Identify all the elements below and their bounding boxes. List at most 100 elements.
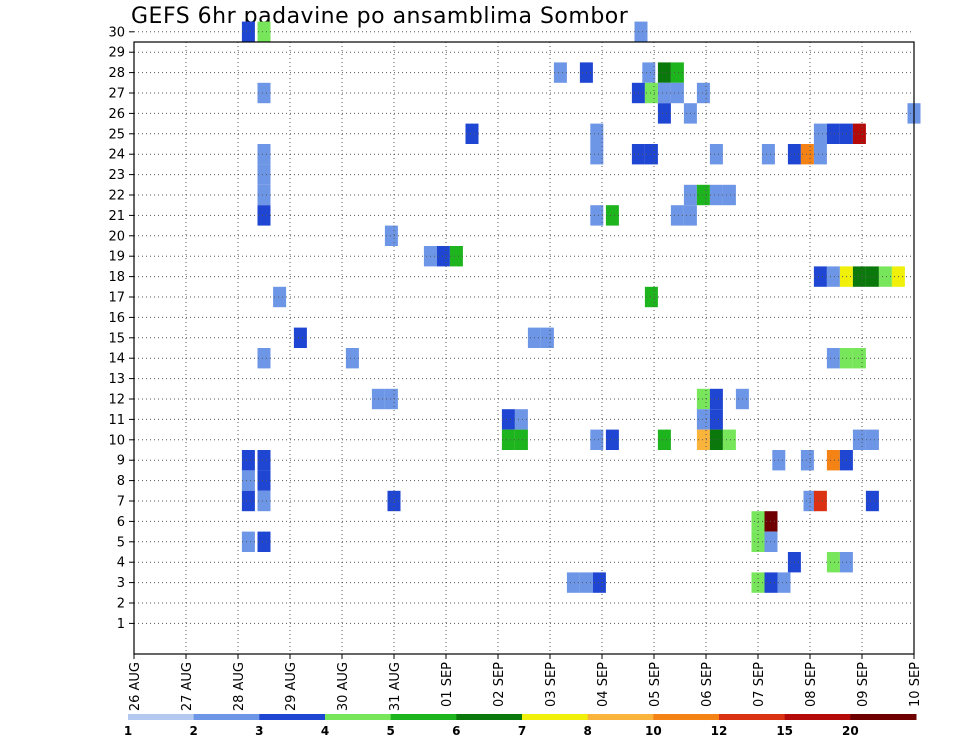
y-tick-label: 28 xyxy=(108,66,125,81)
chart-title: GEFS 6hr padavine po ansamblima Sombor xyxy=(131,4,629,29)
precip-cell xyxy=(257,144,271,165)
colorbar-label: 1 xyxy=(124,724,132,738)
y-tick-label: 25 xyxy=(108,127,125,142)
plot-border xyxy=(133,41,915,655)
y-tick-label: 4 xyxy=(117,556,125,571)
x-tick-label: 03 SEP xyxy=(544,662,559,707)
precip-cell xyxy=(257,450,271,471)
precip-cell xyxy=(257,21,271,42)
y-tick-label: 29 xyxy=(108,46,125,61)
colorbar-label: 2 xyxy=(189,724,197,738)
y-tick-label: 10 xyxy=(108,433,125,448)
precip-cell xyxy=(241,21,255,42)
y-tick-label: 6 xyxy=(117,515,125,530)
x-tick-label: 08 SEP xyxy=(804,662,819,707)
precip-cell xyxy=(553,62,567,83)
precip-cell xyxy=(657,429,671,450)
precip-cell xyxy=(590,429,604,450)
precip-cell xyxy=(777,572,791,593)
colorbar-swatch xyxy=(193,714,260,720)
colorbar-swatch xyxy=(784,714,851,720)
x-axis: 26 AUG 27 AUG 28 AUG 29 AUG 30 AUG 31 AUG 01 S… xyxy=(128,654,923,711)
y-tick-label: 23 xyxy=(108,168,125,183)
precip-cell xyxy=(709,144,723,165)
precip-cell xyxy=(257,205,271,226)
precip-cell xyxy=(865,429,879,450)
y-tick-label: 5 xyxy=(117,535,125,550)
colorbar-label: 12 xyxy=(711,724,728,738)
precip-cell xyxy=(590,123,604,144)
precip-cell xyxy=(384,388,398,410)
y-tick-label: 14 xyxy=(108,352,125,367)
y-tick-label: 18 xyxy=(108,270,125,285)
precip-cell xyxy=(696,429,710,450)
colorbar-swatch xyxy=(522,714,589,720)
precip-cell xyxy=(696,388,710,410)
colorbar-label: 10 xyxy=(645,724,662,738)
y-tick-label: 3 xyxy=(117,576,125,591)
precip-cell xyxy=(449,246,463,267)
colorbar-label: 15 xyxy=(776,724,793,738)
y-tick-label: 22 xyxy=(108,189,125,204)
precip-cell xyxy=(696,409,710,430)
y-tick-label: 9 xyxy=(117,454,125,469)
precip-cell xyxy=(722,184,736,206)
colorbar-swatch xyxy=(390,714,457,720)
precip-cell xyxy=(514,409,528,430)
precip-cell xyxy=(501,429,515,450)
x-tick-label: 02 SEP xyxy=(492,662,507,707)
x-tick-label: 29 AUG xyxy=(284,662,299,711)
precip-cell xyxy=(813,266,827,287)
precip-cell xyxy=(852,266,866,287)
precip-cell xyxy=(709,409,723,430)
x-tick-label: 05 SEP xyxy=(648,662,663,707)
y-tick-label: 17 xyxy=(108,291,125,306)
precip-cell xyxy=(273,286,287,308)
precip-cell xyxy=(605,205,619,226)
precip-cell xyxy=(813,123,827,144)
precip-cell xyxy=(257,470,271,491)
colorbar-label: 5 xyxy=(386,724,394,738)
precip-cell xyxy=(670,62,684,83)
precip-cell xyxy=(826,123,840,144)
precip-cell xyxy=(709,388,723,410)
precip-cell xyxy=(566,572,580,593)
y-tick-label: 12 xyxy=(108,393,125,408)
colorbar-label: 20 xyxy=(842,724,859,738)
y-tick-label: 19 xyxy=(108,250,125,265)
precip-cell xyxy=(257,348,271,369)
precip-cell xyxy=(257,164,271,185)
precip-cell xyxy=(852,123,866,144)
x-tick-label: 06 SEP xyxy=(700,662,715,707)
y-tick-label: 11 xyxy=(108,413,125,428)
precip-cell xyxy=(826,552,840,573)
colorbar-swatch xyxy=(259,714,326,720)
precip-cell xyxy=(852,348,866,369)
colorbar-label: 7 xyxy=(518,724,526,738)
precip-cell xyxy=(501,409,515,430)
precip-cell xyxy=(657,82,671,104)
precip-cell xyxy=(257,82,271,104)
x-tick-label: 09 SEP xyxy=(856,662,871,707)
y-tick-label: 24 xyxy=(108,148,125,163)
precip-cell xyxy=(605,429,619,450)
precip-cell xyxy=(241,490,255,512)
precip-cell xyxy=(590,144,604,165)
x-tick-label: 10 SEP xyxy=(908,662,923,707)
y-tick-label: 30 xyxy=(108,25,125,40)
precip-cell xyxy=(642,62,656,83)
precip-cell xyxy=(465,123,479,144)
plot-frame xyxy=(133,41,915,655)
x-tick-label: 28 AUG xyxy=(232,662,247,711)
x-tick-label: 31 AUG xyxy=(388,662,403,711)
x-tick-label: 26 AUG xyxy=(128,662,143,711)
precip-cell xyxy=(293,327,307,348)
colorbar-swatch xyxy=(456,714,523,720)
precip-cell xyxy=(257,184,271,206)
colorbar-label: 8 xyxy=(583,724,591,738)
y-tick-label: 20 xyxy=(108,229,125,244)
precip-cell xyxy=(800,144,814,165)
precip-cell xyxy=(241,470,255,491)
colorbar-label: 6 xyxy=(452,724,460,738)
